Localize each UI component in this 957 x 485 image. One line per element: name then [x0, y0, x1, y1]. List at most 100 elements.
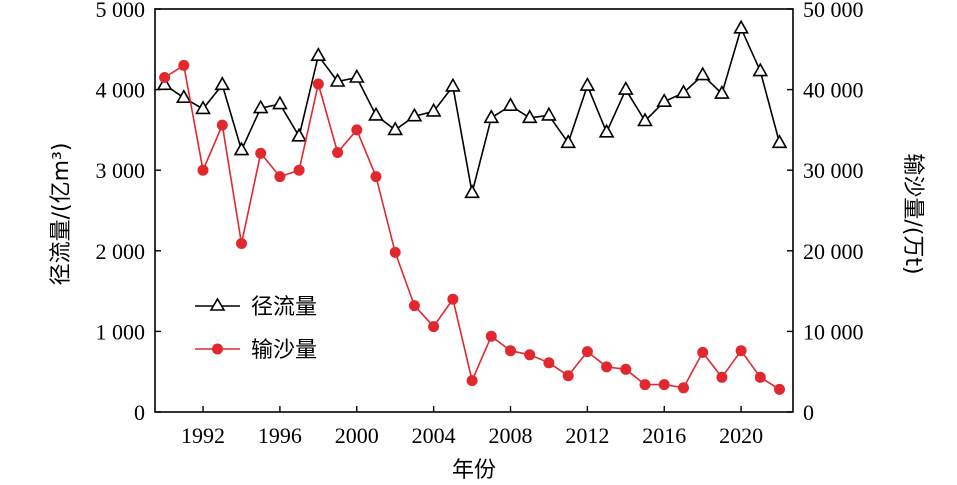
- legend-label-runoff: 径流量: [251, 295, 317, 320]
- data-point-triangle: [445, 77, 461, 92]
- data-point-circle: [255, 147, 267, 159]
- y-right-tick-label: 20 000: [803, 239, 864, 264]
- y-right-tick-label: 10 000: [803, 319, 864, 344]
- data-point-triangle: [464, 184, 480, 199]
- data-point-circle: [735, 345, 747, 357]
- legend-dot-icon: [212, 343, 223, 355]
- y-axis-right: 0 10 000 20 000 30 000 40 000 50 000: [787, 0, 864, 425]
- data-point-triangle: [541, 106, 557, 121]
- y-left-tick-label: 3 000: [96, 158, 146, 183]
- data-point-circle: [581, 346, 593, 358]
- data-point-triangle: [579, 76, 596, 91]
- x-tick-label: 1996: [258, 423, 302, 448]
- data-point-circle: [485, 330, 497, 342]
- data-point-triangle: [617, 80, 634, 95]
- data-point-circle: [178, 59, 190, 71]
- data-point-triangle: [752, 62, 769, 77]
- data-point-triangle: [771, 134, 788, 149]
- data-point-circle: [543, 357, 555, 369]
- legend-item-runoff: 径流量: [195, 295, 317, 320]
- data-point-triangle: [310, 47, 327, 62]
- data-point-circle: [159, 72, 171, 83]
- data-point-circle: [312, 78, 324, 90]
- data-point-circle: [447, 293, 459, 305]
- y-right-tick-label: 40 000: [803, 78, 864, 103]
- legend-item-sediment: 输沙量: [195, 338, 317, 363]
- plot-frame: [154, 8, 794, 413]
- y-axis-right-title: 输沙量/(万t): [900, 153, 925, 274]
- data-point-circle: [678, 382, 689, 394]
- data-point-triangle: [156, 76, 173, 91]
- data-point-triangle: [175, 89, 192, 103]
- data-point-triangle: [348, 68, 365, 83]
- data-point-circle: [697, 346, 709, 358]
- data-point-triangle: [598, 123, 615, 138]
- legend: 径流量 输沙量: [195, 295, 317, 363]
- data-point-circle: [370, 171, 382, 183]
- data-point-triangle: [195, 100, 211, 115]
- y-axis-left: 0 1 000 2 000 3 000 4 000 5 000: [96, 0, 161, 425]
- data-point-triangle: [252, 99, 269, 114]
- data-point-triangle: [521, 109, 538, 124]
- x-tick-label: 2000: [335, 423, 379, 448]
- data-point-circle: [197, 164, 209, 176]
- data-point-circle: [274, 171, 286, 183]
- data-point-circle: [466, 375, 478, 387]
- data-point-triangle: [675, 84, 692, 99]
- x-tick-label: 2008: [489, 423, 533, 448]
- data-point-circle: [639, 379, 651, 391]
- legend-triangle-icon: [209, 297, 226, 311]
- data-point-triangle: [406, 107, 423, 122]
- x-tick-label: 2016: [642, 423, 686, 448]
- data-point-circle: [620, 363, 632, 375]
- data-point-circle: [293, 164, 305, 176]
- data-point-triangle: [291, 127, 307, 142]
- data-point-triangle: [272, 95, 288, 110]
- y-left-tick-label: 1 000: [96, 319, 146, 344]
- x-tick-label: 2004: [412, 423, 456, 448]
- x-axis-title: 年份: [452, 458, 496, 483]
- data-point-triangle: [483, 109, 500, 124]
- y-right-tick-label: 30 000: [803, 158, 864, 183]
- data-point-triangle: [425, 102, 442, 117]
- data-point-triangle: [233, 141, 250, 156]
- y-left-tick-label: 5 000: [96, 0, 146, 22]
- y-left-tick-label: 4 000: [96, 78, 146, 103]
- x-axis: 1992 1996 2000 2004 2008 2012 2016 2020: [181, 406, 763, 448]
- data-point-triangle: [368, 106, 384, 121]
- data-point-circle: [389, 246, 401, 258]
- data-point-circle: [774, 383, 785, 395]
- x-tick-label: 2020: [719, 423, 763, 448]
- y-left-tick-label: 0: [134, 400, 145, 425]
- x-tick-label: 1992: [181, 423, 225, 448]
- data-point-circle: [216, 119, 228, 131]
- y-right-tick-label: 0: [803, 400, 814, 425]
- y-right-tick-label: 50 000: [803, 0, 864, 22]
- axes: [154, 8, 794, 413]
- data-point-circle: [716, 371, 728, 383]
- data-point-circle: [754, 371, 766, 383]
- y-axis-left-title: 径流量/(亿m³): [49, 143, 74, 286]
- data-point-circle: [428, 321, 440, 333]
- series-layer: [156, 19, 788, 395]
- data-point-circle: [658, 379, 670, 391]
- data-point-circle: [562, 370, 574, 382]
- data-point-triangle: [714, 84, 730, 99]
- data-point-triangle: [733, 19, 749, 34]
- x-tick-label: 2012: [565, 423, 609, 448]
- data-point-circle: [236, 238, 247, 249]
- data-point-circle: [332, 147, 344, 158]
- data-point-circle: [351, 124, 363, 136]
- data-point-circle: [524, 349, 536, 361]
- data-point-triangle: [637, 112, 653, 127]
- data-point-triangle: [387, 121, 404, 136]
- data-point-triangle: [560, 134, 577, 149]
- data-point-triangle: [329, 72, 346, 87]
- legend-label-sediment: 输沙量: [251, 338, 317, 363]
- series-runoff: [156, 19, 788, 199]
- data-point-triangle: [214, 76, 231, 91]
- data-point-circle: [408, 300, 420, 312]
- data-point-triangle: [694, 66, 711, 81]
- data-point-triangle: [502, 97, 519, 111]
